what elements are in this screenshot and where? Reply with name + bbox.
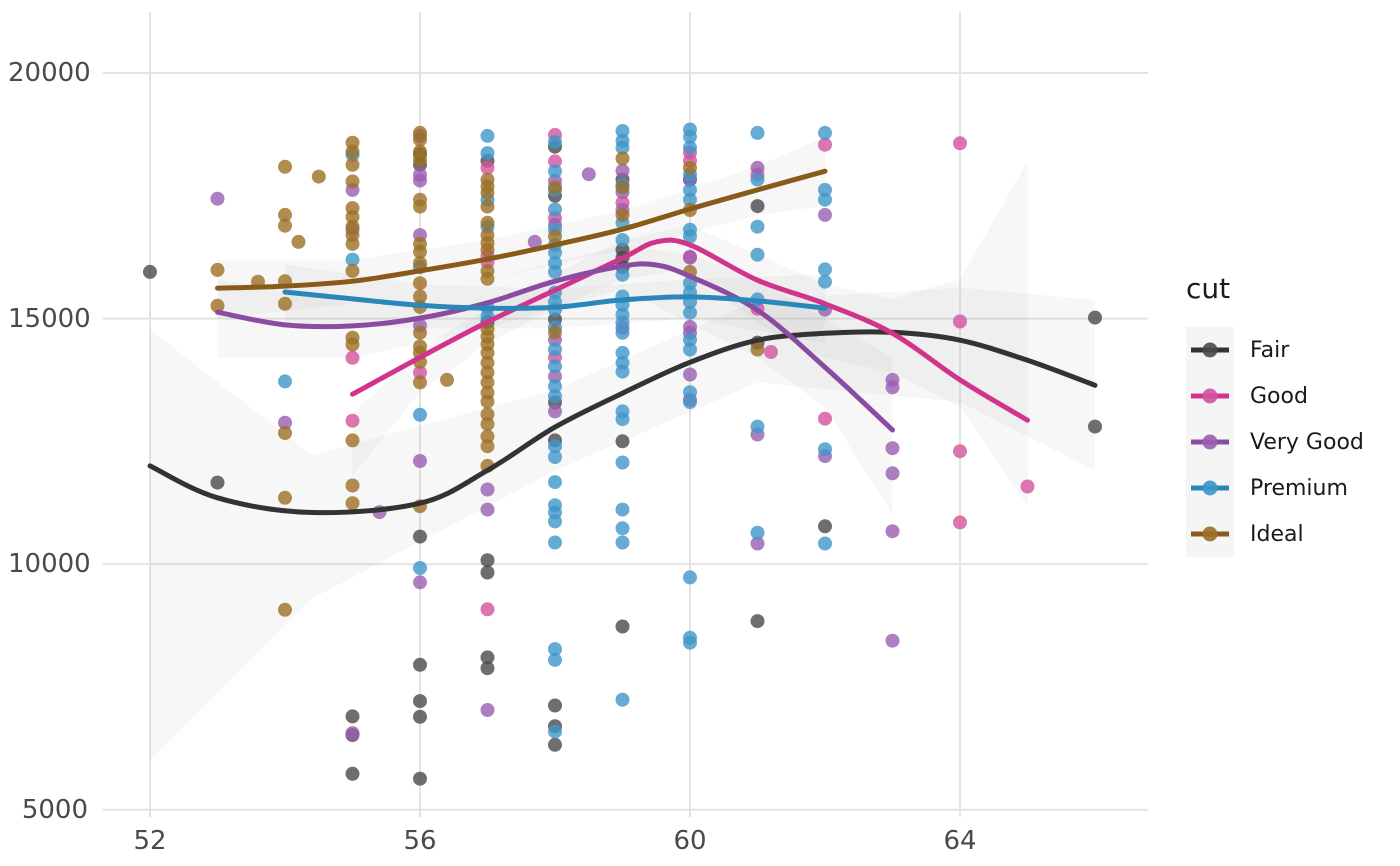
x-tick-label: 56 [403,826,437,856]
legend-label-fair: Fair [1250,337,1290,363]
y-tick-label: 15000 [8,303,91,334]
legend-entries: Fair Good Very Good Premium Ideal [1186,327,1364,557]
trend-line-ideal [215,168,828,291]
legend-label-very-good: Very Good [1250,429,1364,455]
legend-key-very-good-icon [1186,419,1234,465]
legend-key-premium-icon [1186,465,1234,511]
trend-line-premium [282,289,828,311]
legend-key-good-icon [1186,373,1234,419]
y-tick-label: 5000 [21,794,88,825]
legend-entry-ideal: Ideal [1186,511,1364,557]
legend-key-ideal-icon [1186,511,1234,557]
x-tick-label: 52 [133,826,167,856]
legend-entry-fair: Fair [1186,327,1364,373]
legend-entry-very-good: Very Good [1186,419,1364,465]
legend-title: cut [1186,272,1231,305]
y-tick-label: 20000 [8,58,91,88]
x-tick-label: 60 [673,826,707,856]
legend-label-premium: Premium [1250,475,1348,501]
trend-line-good [350,237,1030,423]
series-points-ideal [210,125,765,617]
legend-entry-premium: Premium [1186,465,1364,511]
legend-key-fair-icon [1186,327,1234,373]
legend-entry-good: Good [1186,373,1364,419]
legend-label-good: Good [1250,383,1308,409]
legend-label-ideal: Ideal [1250,521,1304,547]
legend: cut Fair Good Very Good Premium Ideal [1186,272,1364,557]
x-tick-label: 64 [943,826,977,856]
y-tick-label: 10000 [8,549,91,580]
trend-line-fair [147,329,1098,516]
trend-line-very-good [215,261,895,433]
